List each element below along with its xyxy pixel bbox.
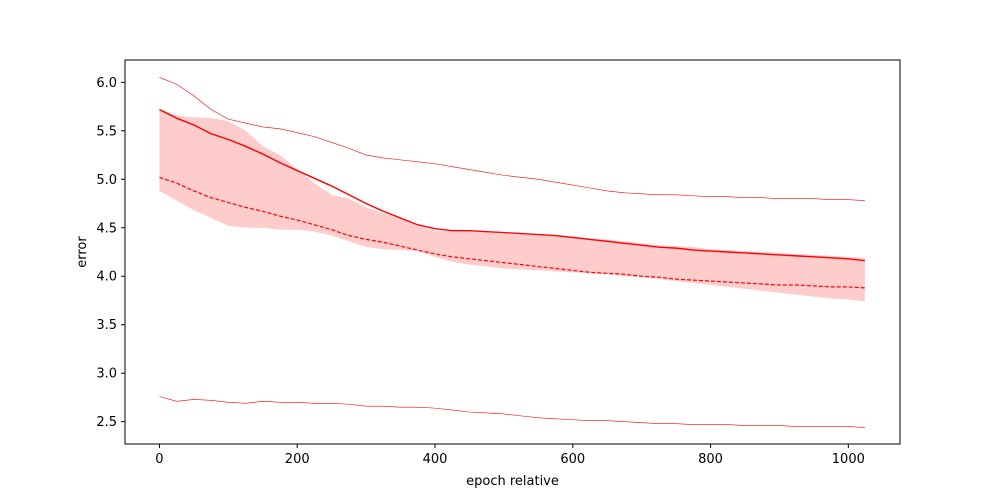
y-tick-label: 5.0 xyxy=(96,173,117,188)
upper-envelope-line xyxy=(159,77,865,201)
x-tick-label: 1000 xyxy=(832,452,865,467)
plot-area xyxy=(159,77,865,428)
y-tick-label: 5.5 xyxy=(96,124,117,139)
y-tick-label: 4.5 xyxy=(96,221,117,236)
y-tick-label: 2.5 xyxy=(96,415,117,430)
x-tick-label: 400 xyxy=(423,452,448,467)
x-tick-label: 600 xyxy=(560,452,585,467)
solid-series-line xyxy=(159,108,865,262)
x-axis-label: epoch relative xyxy=(466,474,559,489)
lower-envelope-line xyxy=(159,396,865,428)
x-tick-label: 200 xyxy=(285,452,310,467)
shaded-band xyxy=(159,109,865,302)
dashed-series-line xyxy=(159,176,865,289)
y-tick-label: 6.0 xyxy=(96,76,117,91)
x-tick-label: 0 xyxy=(155,452,163,467)
y-tick-label: 3.0 xyxy=(96,367,117,382)
y-tick-label: 3.5 xyxy=(96,318,117,333)
y-tick-label: 4.0 xyxy=(96,270,117,285)
axis-ticks: 0 200 400 600 800 1000 2.5 3.0 3.5 4.0 4.5 5.0 5.5 6.… xyxy=(96,76,865,467)
y-axis-label: error xyxy=(75,236,90,268)
x-tick-label: 800 xyxy=(698,452,723,467)
axes-frame xyxy=(124,59,901,445)
